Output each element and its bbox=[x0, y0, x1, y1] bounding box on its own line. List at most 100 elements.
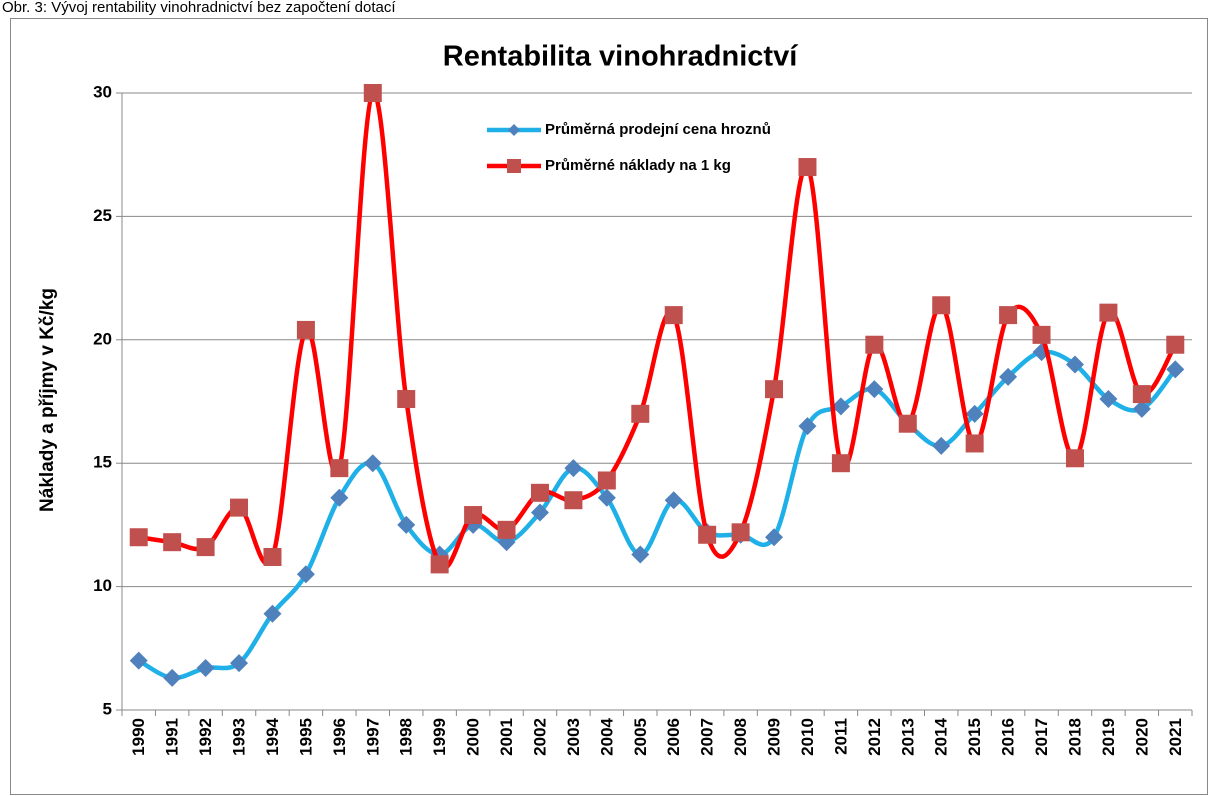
marker bbox=[163, 668, 182, 687]
marker bbox=[765, 380, 784, 399]
x-tick-label: 2011 bbox=[831, 718, 850, 755]
marker bbox=[564, 491, 583, 510]
marker bbox=[508, 124, 520, 136]
marker bbox=[507, 159, 521, 173]
marker bbox=[999, 367, 1018, 386]
x-tick-label: 1994 bbox=[263, 717, 282, 755]
x-tick-label: 2005 bbox=[631, 718, 650, 756]
marker bbox=[163, 533, 182, 552]
x-tick-label: 2002 bbox=[530, 718, 549, 756]
marker bbox=[129, 651, 148, 670]
x-tick-label: 2009 bbox=[765, 718, 784, 756]
marker bbox=[597, 488, 616, 507]
marker bbox=[230, 498, 249, 517]
x-tick-label: 1992 bbox=[196, 718, 215, 756]
marker bbox=[664, 306, 683, 325]
marker bbox=[564, 459, 583, 478]
marker bbox=[296, 320, 315, 339]
marker bbox=[530, 503, 549, 522]
marker bbox=[497, 520, 516, 539]
y-tick-label: 25 bbox=[93, 206, 112, 225]
marker bbox=[597, 471, 616, 490]
x-tick-label: 1999 bbox=[430, 718, 449, 756]
marker bbox=[230, 654, 249, 673]
marker bbox=[363, 454, 382, 473]
marker bbox=[397, 390, 416, 409]
marker bbox=[631, 404, 650, 423]
x-tick-label: 2001 bbox=[497, 718, 516, 756]
marker bbox=[397, 515, 416, 534]
marker bbox=[1032, 325, 1051, 344]
marker bbox=[1099, 390, 1118, 409]
x-tick-label: 2013 bbox=[898, 718, 917, 756]
marker bbox=[898, 414, 917, 433]
y-tick-label: 15 bbox=[93, 453, 112, 472]
marker bbox=[1132, 399, 1151, 418]
x-tick-label: 2015 bbox=[965, 718, 984, 756]
x-tick-label: 2010 bbox=[798, 718, 817, 756]
marker bbox=[1166, 335, 1185, 354]
x-tick-label: 2000 bbox=[464, 718, 483, 756]
series-line bbox=[137, 349, 1178, 681]
marker bbox=[831, 454, 850, 473]
marker bbox=[831, 397, 850, 416]
x-tick-label: 2017 bbox=[1032, 718, 1051, 756]
marker bbox=[865, 335, 884, 354]
x-tick-label: 2021 bbox=[1166, 718, 1185, 756]
marker bbox=[1166, 360, 1185, 379]
marker bbox=[263, 547, 282, 566]
x-tick-label: 1993 bbox=[230, 718, 249, 756]
x-tick-label: 2014 bbox=[932, 717, 951, 755]
marker bbox=[631, 545, 650, 564]
marker bbox=[698, 525, 717, 544]
x-tick-label: 1997 bbox=[363, 718, 382, 756]
x-tick-label: 2004 bbox=[597, 717, 616, 755]
x-tick-label: 2006 bbox=[664, 718, 683, 756]
x-tick-label: 2007 bbox=[698, 718, 717, 756]
x-tick-label: 2008 bbox=[731, 718, 750, 756]
marker bbox=[530, 483, 549, 502]
legend-label: Průměrná prodejní cena hroznů bbox=[545, 121, 771, 138]
marker bbox=[664, 491, 683, 510]
marker bbox=[932, 436, 951, 455]
marker bbox=[1065, 449, 1084, 468]
x-tick-label: 1990 bbox=[129, 718, 148, 756]
marker bbox=[196, 659, 215, 678]
marker bbox=[129, 528, 148, 547]
marker bbox=[731, 523, 750, 542]
marker bbox=[865, 380, 884, 399]
x-tick-label: 1995 bbox=[296, 718, 315, 756]
x-tick-label: 1996 bbox=[330, 718, 349, 756]
marker bbox=[965, 434, 984, 453]
y-tick-label: 30 bbox=[93, 82, 112, 101]
marker bbox=[1099, 303, 1118, 322]
marker bbox=[1065, 355, 1084, 374]
y-tick-label: 10 bbox=[93, 576, 112, 595]
x-tick-label: 2012 bbox=[865, 718, 884, 756]
marker bbox=[765, 528, 784, 547]
caption: Obr. 3: Vývoj rentability vinohradnictví… bbox=[2, 0, 396, 16]
x-tick-label: 2019 bbox=[1099, 718, 1118, 756]
x-tick-label: 2018 bbox=[1065, 718, 1084, 756]
legend-label: Průměrné náklady na 1 kg bbox=[545, 157, 731, 174]
marker bbox=[330, 459, 349, 478]
marker bbox=[430, 555, 449, 574]
y-axis-label: Náklady a příjmy v Kč/kg bbox=[37, 288, 58, 512]
marker bbox=[798, 417, 817, 436]
marker bbox=[965, 404, 984, 423]
marker bbox=[196, 538, 215, 557]
x-tick-label: 2020 bbox=[1132, 718, 1151, 756]
x-tick-label: 2003 bbox=[564, 718, 583, 756]
marker bbox=[330, 488, 349, 507]
marker bbox=[1132, 385, 1151, 404]
chart-title: Rentabilita vinohradnictví bbox=[443, 41, 798, 73]
marker bbox=[296, 565, 315, 584]
x-tick-label: 1991 bbox=[163, 718, 182, 756]
y-tick-label: 20 bbox=[93, 329, 112, 348]
marker bbox=[263, 604, 282, 623]
marker bbox=[363, 84, 382, 102]
marker bbox=[464, 506, 483, 525]
y-tick-label: 5 bbox=[103, 699, 112, 718]
x-tick-label: 2016 bbox=[999, 718, 1018, 756]
